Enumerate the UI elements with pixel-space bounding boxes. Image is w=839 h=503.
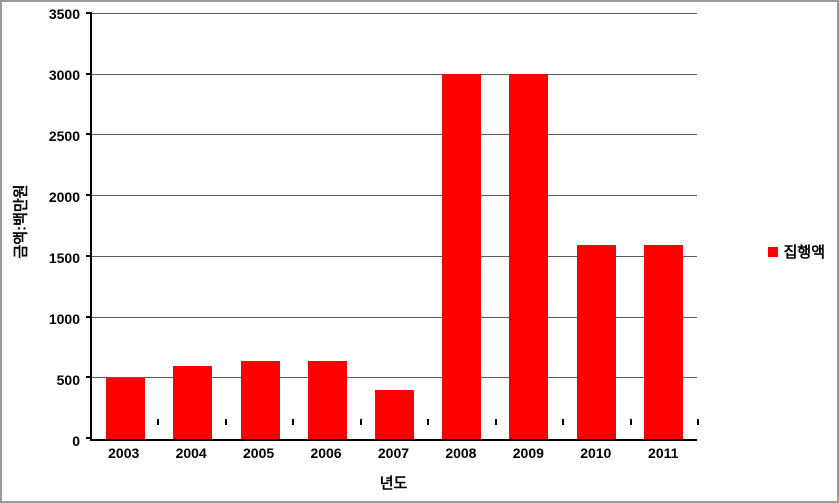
x-tick-label: 2006 [292, 445, 359, 467]
y-axis-ticks: 0500100015002000250030003500 [38, 14, 86, 441]
y-tick-label: 2500 [49, 128, 80, 144]
plot-area [90, 14, 697, 441]
y-tick-mark [86, 194, 92, 196]
bar [308, 361, 347, 439]
bars-group [92, 14, 697, 439]
x-tick-label: 2003 [90, 445, 157, 467]
y-tick-mark [86, 255, 92, 257]
y-tick-mark [86, 316, 92, 318]
x-tick-label: 2010 [562, 445, 629, 467]
bar-slot [428, 14, 495, 439]
y-tick-mark [86, 73, 92, 75]
x-tick-mark [697, 419, 699, 425]
y-tick-label: 3500 [49, 6, 80, 22]
x-tick-mark [427, 419, 429, 425]
x-tick-mark [157, 419, 159, 425]
x-tick-label: 2009 [495, 445, 562, 467]
legend: 집행액 [768, 2, 825, 501]
bar-slot [563, 14, 630, 439]
x-tick-mark [90, 419, 92, 425]
x-tick-label: 2004 [157, 445, 224, 467]
x-tick-mark [630, 419, 632, 425]
legend-item: 집행액 [768, 241, 825, 262]
x-tick-label: 2011 [630, 445, 697, 467]
x-tick-mark [225, 419, 227, 425]
x-tick-label: 2007 [360, 445, 427, 467]
bar [644, 245, 683, 439]
y-axis-label-wrap: 금액:백만원 [6, 2, 34, 441]
x-axis-label: 년도 [90, 472, 697, 493]
y-tick-mark [86, 133, 92, 135]
y-tick-label: 500 [57, 372, 80, 388]
y-tick-label: 1000 [49, 311, 80, 327]
legend-swatch [768, 247, 778, 257]
bar-slot [294, 14, 361, 439]
bar-slot [226, 14, 293, 439]
y-tick-label: 1500 [49, 250, 80, 266]
bar-slot [92, 14, 159, 439]
bar-slot [630, 14, 697, 439]
y-tick-label: 2000 [49, 189, 80, 205]
chart-container: 금액:백만원 0 500 1000 1500 2000 2500 3000 3500 2003… [0, 0, 839, 503]
bar-slot [159, 14, 226, 439]
y-tick-mark [86, 376, 92, 378]
x-tick-mark [562, 419, 564, 425]
bar [442, 74, 481, 440]
y-tick-mark [86, 12, 92, 14]
x-tick-mark [360, 419, 362, 425]
bar [106, 378, 145, 439]
x-tick-mark [495, 419, 497, 425]
plot-area-wrap [90, 14, 697, 441]
bar [577, 245, 616, 439]
y-axis-label: 금액:백만원 [10, 185, 31, 259]
bar-slot [495, 14, 562, 439]
x-axis-ticks: 200320042005200620072008200920102011 [90, 445, 697, 467]
bar [509, 74, 548, 440]
bar-slot [361, 14, 428, 439]
y-tick-mark [86, 437, 92, 439]
bar [375, 390, 414, 439]
x-tick-label: 2008 [427, 445, 494, 467]
bar [241, 361, 280, 439]
bar [173, 366, 212, 439]
x-tick-label: 2005 [225, 445, 292, 467]
legend-label: 집행액 [784, 241, 825, 262]
x-tick-mark [292, 419, 294, 425]
y-tick-label: 0 [72, 433, 80, 449]
y-tick-label: 3000 [49, 67, 80, 83]
